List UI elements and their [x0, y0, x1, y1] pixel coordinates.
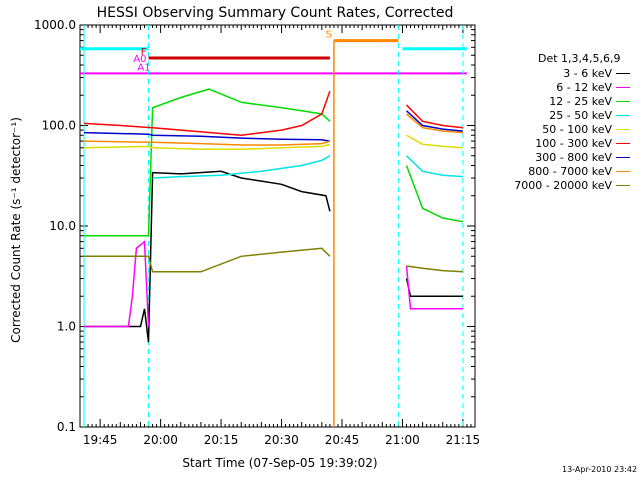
legend-swatch — [616, 156, 630, 158]
y-tick-label: 100.0 — [42, 119, 76, 133]
y-tick-label: 1000.0 — [34, 18, 76, 32]
annotation-label: A0 — [133, 54, 146, 65]
legend-swatch — [616, 114, 630, 116]
legend-item: 300 - 800 keV — [486, 150, 636, 164]
y-tick-label: 1.0 — [57, 320, 76, 334]
series-line — [152, 155, 463, 179]
legend-label: 300 - 800 keV — [535, 150, 612, 164]
series-line — [83, 90, 463, 136]
series-line — [83, 134, 463, 151]
series-line — [83, 110, 463, 142]
legend-label: 25 - 50 keV — [549, 108, 612, 122]
y-tick-label: 10.0 — [49, 219, 76, 233]
series-line — [84, 88, 464, 237]
x-tick-label: 20:30 — [264, 433, 299, 447]
legend-swatch — [616, 184, 630, 186]
legend-item: 12 - 25 keV — [486, 94, 636, 108]
legend-title: Det 1,3,4,5,6,9 — [538, 52, 621, 65]
legend-swatch — [616, 72, 630, 74]
legend-label: 7000 - 20000 keV — [514, 178, 612, 192]
chart-title: HESSI Observing Summary Count Rates, Cor… — [97, 5, 454, 21]
series-line — [83, 113, 463, 146]
legend-label: 12 - 25 keV — [549, 94, 612, 108]
x-tick-label: 20:00 — [143, 433, 178, 447]
legend-swatch — [616, 100, 630, 102]
annotation-label: S — [326, 30, 332, 41]
legend-item: 6 - 12 keV — [486, 80, 636, 94]
y-axis-label: Corrected Count Rate (s⁻¹ detector⁻¹) — [9, 117, 23, 343]
legend-label: 100 - 300 keV — [535, 136, 612, 150]
tick-labels: 0.1 1.0 10.0 100.0 1000.0 19:45 20:00 20:15 20:3… — [34, 18, 480, 447]
legend-label: 6 - 12 keV — [556, 80, 612, 94]
legend-label: 50 - 100 keV — [542, 122, 612, 136]
legend-item: 800 - 7000 keV — [486, 164, 636, 178]
legend-item: 50 - 100 keV — [486, 122, 636, 136]
legend: 3 - 6 keV 6 - 12 keV 12 - 25 keV 25 - 50 ke… — [486, 66, 636, 192]
timestamp: 13-Apr-2010 23:42 — [562, 465, 638, 474]
x-tick-label: 20:15 — [204, 433, 239, 447]
legend-swatch — [616, 142, 630, 144]
x-axis-label: Start Time (07-Sep-05 19:39:02) — [182, 456, 377, 470]
legend-item: 7000 - 20000 keV — [486, 178, 636, 192]
x-tick-label: 21:15 — [446, 433, 481, 447]
axis-ticks — [80, 24, 475, 428]
x-tick-label: 20:45 — [325, 433, 360, 447]
legend-swatch — [616, 86, 630, 88]
series-line — [84, 240, 463, 328]
legend-item: 3 - 6 keV — [486, 66, 636, 80]
legend-label: 3 - 6 keV — [563, 66, 612, 80]
x-tick-label: 19:45 — [83, 433, 118, 447]
legend-swatch — [616, 170, 630, 172]
legend-label: 800 - 7000 keV — [528, 164, 612, 178]
plot-frame — [79, 24, 476, 428]
legend-item: 100 - 300 keV — [486, 136, 636, 150]
series-group — [83, 88, 464, 343]
x-tick-label: 21:00 — [385, 433, 420, 447]
annotation-label: F — [141, 47, 147, 58]
legend-item: 25 - 50 keV — [486, 108, 636, 122]
legend-swatch — [616, 128, 630, 130]
series-line — [84, 247, 463, 273]
y-tick-label: 0.1 — [57, 420, 76, 434]
annotation-label: A1 — [137, 62, 150, 73]
